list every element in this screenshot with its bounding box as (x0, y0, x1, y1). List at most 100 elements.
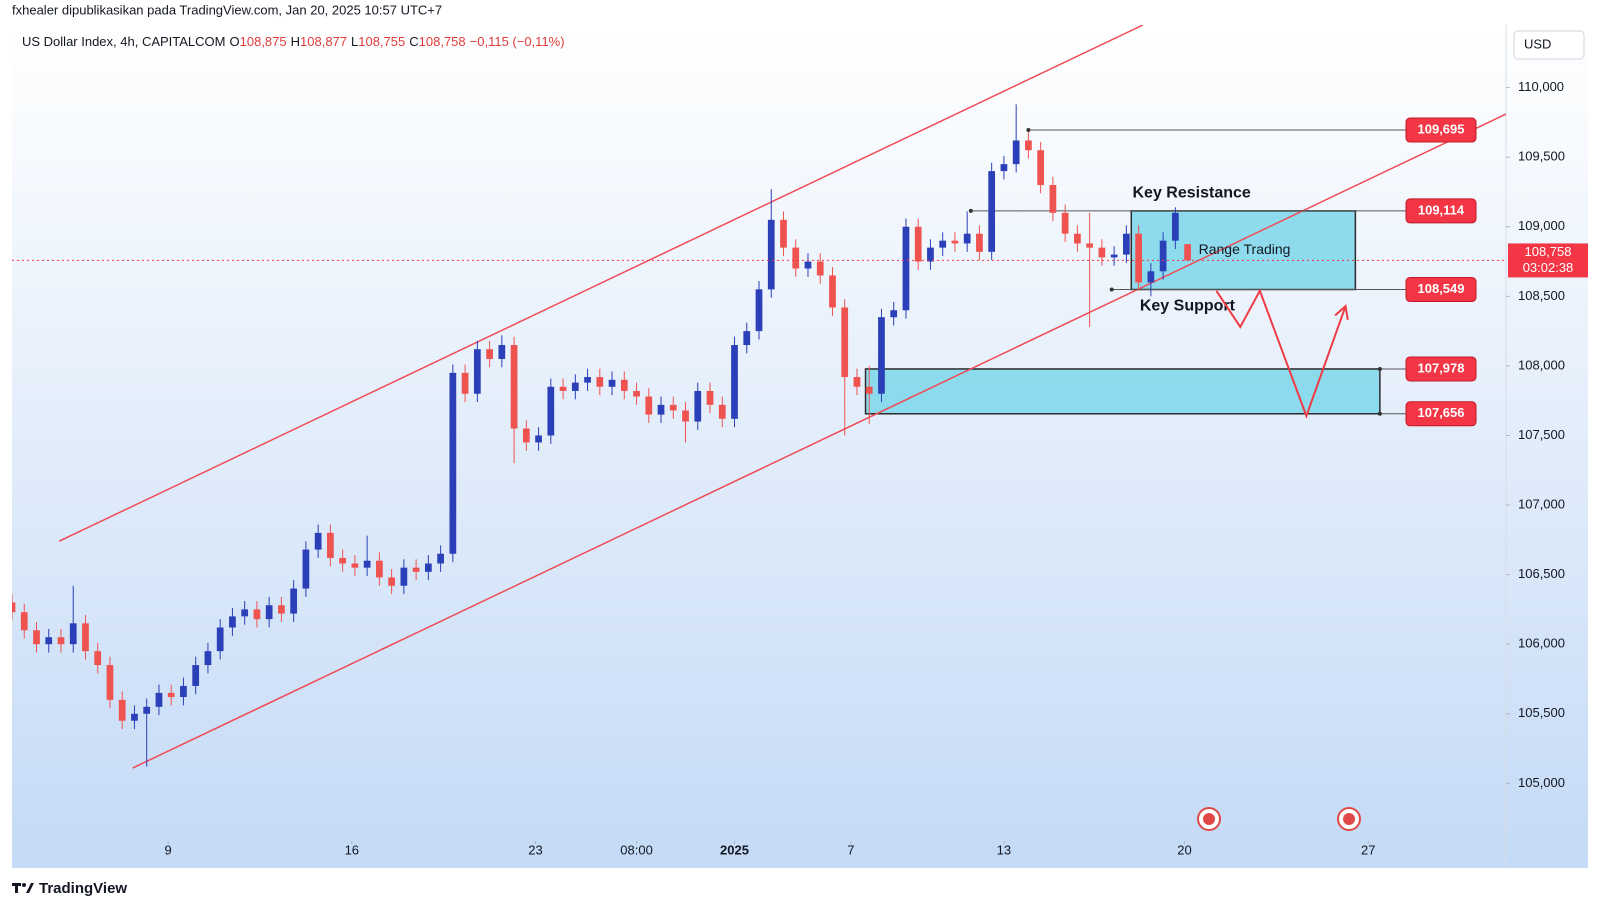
annotation: Range Trading (1199, 241, 1291, 257)
y-tick-label: 106,000 (1518, 636, 1565, 651)
projection-path (1215, 288, 1347, 419)
candle-body (314, 532, 322, 550)
plot: Key Resistance Key Support Range Trading (12, 25, 1506, 769)
candle-body (608, 379, 616, 387)
ohlc-item: C108,758 (409, 34, 465, 49)
candle-body (633, 390, 640, 397)
publisher: fxhealer dipublikasikan pada TradingView… (12, 2, 442, 17)
candle-body (1123, 233, 1130, 255)
candle-body (657, 404, 665, 415)
x-tick-label: 20 (1177, 842, 1191, 857)
candle-body (1098, 247, 1106, 258)
ohlc-value: 108,877 (300, 34, 348, 49)
candle-body (82, 623, 89, 652)
y-tick-label: 108,500 (1518, 288, 1565, 303)
event-flag-dot (1343, 813, 1355, 825)
ohlc-value: 108,755 (358, 34, 406, 49)
candle-body (461, 372, 469, 394)
candle-body (547, 386, 555, 436)
symbol: US Dollar Index, 4h, CAPITALCOM (22, 34, 226, 49)
candle-body (718, 404, 726, 419)
level-anchor (968, 208, 973, 213)
candle-body (767, 219, 775, 290)
level-anchor (1026, 128, 1031, 133)
change: −0,115 (−0,11%) (469, 34, 565, 49)
candle-body (376, 560, 383, 578)
candle-body (192, 665, 200, 686)
candle-body (878, 317, 885, 394)
candle-body (1159, 240, 1167, 272)
candle-body (131, 713, 138, 721)
candle-body (388, 577, 395, 586)
candle-body (57, 637, 65, 645)
candle-body (45, 637, 53, 645)
candle-body (241, 609, 249, 617)
logo-part (26, 883, 34, 893)
candle-body (816, 261, 824, 276)
y-tick-label: 105,000 (1518, 775, 1565, 790)
candle-body (620, 379, 628, 391)
candle-body (1037, 150, 1045, 186)
candle-body (449, 372, 457, 554)
events (1197, 807, 1361, 831)
x-tick-label: 13 (997, 842, 1011, 857)
candle-body (106, 665, 114, 700)
candle-body (351, 563, 359, 568)
candle-body (829, 275, 836, 308)
x-tick-label: 9 (165, 842, 172, 857)
candle-body (890, 310, 898, 318)
candle-body (1000, 164, 1008, 172)
candle-body (535, 435, 542, 443)
candle-body (645, 396, 653, 415)
candle-body (584, 377, 591, 383)
candle-body (510, 345, 518, 429)
candle-body (1025, 140, 1032, 151)
x-tick-label: 08:00 (620, 842, 653, 857)
candle-body (290, 588, 298, 614)
candle-body (596, 377, 604, 387)
candle-body (327, 532, 334, 558)
candle-body (865, 386, 873, 394)
channel-line (132, 113, 1506, 769)
candle-body (853, 377, 861, 387)
x-tick-label: 16 (345, 842, 359, 857)
logo-part (22, 883, 26, 887)
currency-box[interactable] (1513, 30, 1585, 60)
candle-body (1074, 233, 1081, 244)
candle-body (253, 609, 261, 620)
candle-body (1135, 233, 1142, 283)
level-label: 109,695 (1418, 121, 1465, 136)
candle-body (94, 651, 102, 666)
candle-body (229, 616, 236, 628)
candle-body (1171, 212, 1179, 241)
candle-body (731, 345, 738, 419)
y-tick-label: 109,000 (1518, 218, 1565, 233)
candle-body (951, 240, 959, 244)
projection-arrowhead (1334, 304, 1349, 321)
level-label-box (1405, 198, 1477, 224)
y-tick-label: 109,500 (1518, 149, 1565, 164)
ohlc-value: 108,875 (239, 34, 287, 49)
level-label: 108,549 (1418, 281, 1465, 296)
candle-body (780, 219, 787, 248)
candle-body (69, 623, 77, 645)
candle-body (204, 651, 212, 666)
candle-body (669, 404, 677, 411)
annotation: Key Resistance (1133, 185, 1251, 202)
candle-body (902, 226, 910, 311)
candle-body (437, 553, 444, 564)
y-tick-label: 106,500 (1518, 566, 1565, 581)
y-tick-label: 107,000 (1518, 496, 1565, 511)
level-label: 107,656 (1418, 405, 1465, 420)
candle-body (988, 171, 996, 252)
candle-body (167, 692, 175, 698)
ohlc-item: H108,877 (291, 34, 347, 49)
x-tick-label: 2025 (720, 842, 749, 857)
candle-body (498, 345, 506, 359)
candle-body (20, 612, 28, 631)
candle-body (682, 410, 689, 422)
candle-body (1061, 212, 1069, 234)
zone (864, 368, 1381, 415)
candle-body (1049, 185, 1057, 213)
